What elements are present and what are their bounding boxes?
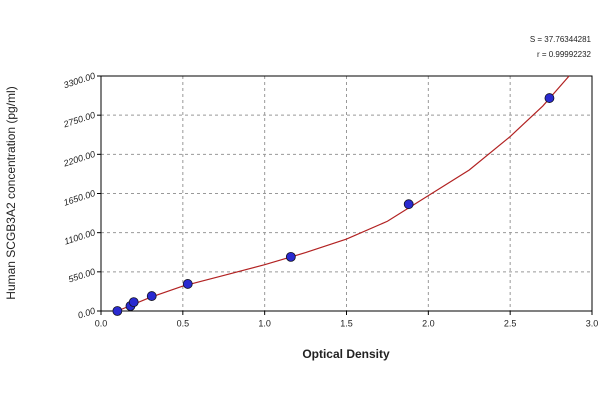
data-point: [544, 93, 555, 103]
x-tick-label: 3.0: [586, 318, 599, 328]
data-point: [285, 251, 296, 262]
x-tick-label: 2.0: [422, 318, 435, 328]
x-tick-label: 1.0: [258, 318, 271, 328]
data-point: [112, 306, 123, 316]
y-axis-label: Human SCGB3A2 concentration (pg/ml): [4, 86, 18, 299]
data-point: [128, 297, 139, 307]
x-tick-label: 0.5: [177, 318, 190, 328]
data-point: [146, 291, 157, 301]
data-point: [403, 199, 414, 210]
data-point: [182, 279, 193, 289]
annotation: r = 0.99992232: [537, 50, 592, 59]
fit-curve: [117, 75, 570, 312]
annotation: S = 37.76344281: [530, 35, 592, 44]
x-axis-label: Optical Density: [302, 347, 390, 361]
x-tick-label: 0.0: [95, 318, 108, 328]
plot-frame: [100, 75, 593, 312]
x-tick-label: 1.5: [340, 318, 353, 328]
x-tick-label: 2.5: [504, 318, 517, 328]
